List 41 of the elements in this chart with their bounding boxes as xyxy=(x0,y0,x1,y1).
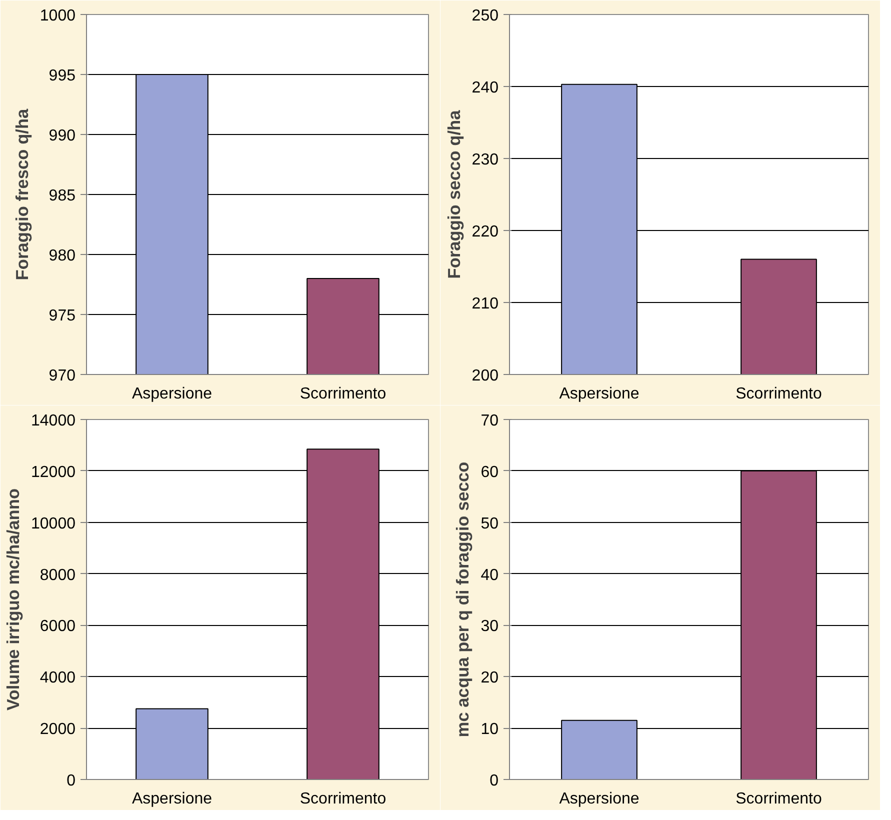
y-tick-label: 980 xyxy=(48,248,76,264)
y-tick-label: 240 xyxy=(472,80,499,96)
y-tick-label: 0 xyxy=(490,772,499,790)
y-tick-label: 50 xyxy=(480,515,499,532)
y-tick-label: 20 xyxy=(480,670,499,687)
x-tick-label: Aspersione xyxy=(559,386,640,402)
y-tick-label: 250 xyxy=(472,8,499,24)
y-tick-label: 970 xyxy=(48,368,76,384)
y-tick-label: 2000 xyxy=(40,721,76,738)
x-tick-label: Aspersione xyxy=(132,386,212,402)
y-tick-label: 70 xyxy=(480,412,499,430)
y-tick-label: 990 xyxy=(48,128,76,144)
x-tick-label: Scorrimento xyxy=(300,386,386,402)
x-tick-label: Scorrimento xyxy=(300,790,386,808)
y-tick-label: 220 xyxy=(472,224,499,240)
y-tick-label: 8000 xyxy=(40,566,76,584)
y-tick-label: 10000 xyxy=(31,515,76,532)
y-tick-label: 12000 xyxy=(31,464,76,481)
x-tick-label: Aspersione xyxy=(559,790,640,808)
y-tick-label: 30 xyxy=(480,618,499,636)
y-axis-title: mc acqua per q di foraggio secco xyxy=(452,462,473,738)
x-tick-label: Aspersione xyxy=(132,790,212,808)
y-tick-label: 995 xyxy=(48,68,76,84)
y-tick-label: 975 xyxy=(48,308,76,324)
y-tick-label: 985 xyxy=(48,188,76,204)
y-axis-title: Volume irriguo mc/ha/anno xyxy=(3,488,24,711)
y-tick-label: 230 xyxy=(472,152,499,168)
y-tick-label: 210 xyxy=(472,296,499,312)
y-tick-label: 4000 xyxy=(40,670,76,687)
y-tick-label: 14000 xyxy=(31,412,76,430)
y-axis-title: Foraggio fresco q/ha xyxy=(12,108,32,280)
y-tick-label: 1000 xyxy=(40,8,76,24)
x-tick-label: Scorrimento xyxy=(736,386,822,402)
y-tick-label: 0 xyxy=(66,772,76,790)
y-tick-label: 6000 xyxy=(40,618,76,636)
y-tick-label: 10 xyxy=(480,721,499,738)
y-tick-label: 200 xyxy=(472,368,499,384)
y-tick-label: 40 xyxy=(480,566,499,584)
y-axis-title: Foraggio secco q/ha xyxy=(444,110,464,279)
x-tick-label: Scorrimento xyxy=(736,790,822,808)
y-tick-label: 60 xyxy=(480,464,499,481)
